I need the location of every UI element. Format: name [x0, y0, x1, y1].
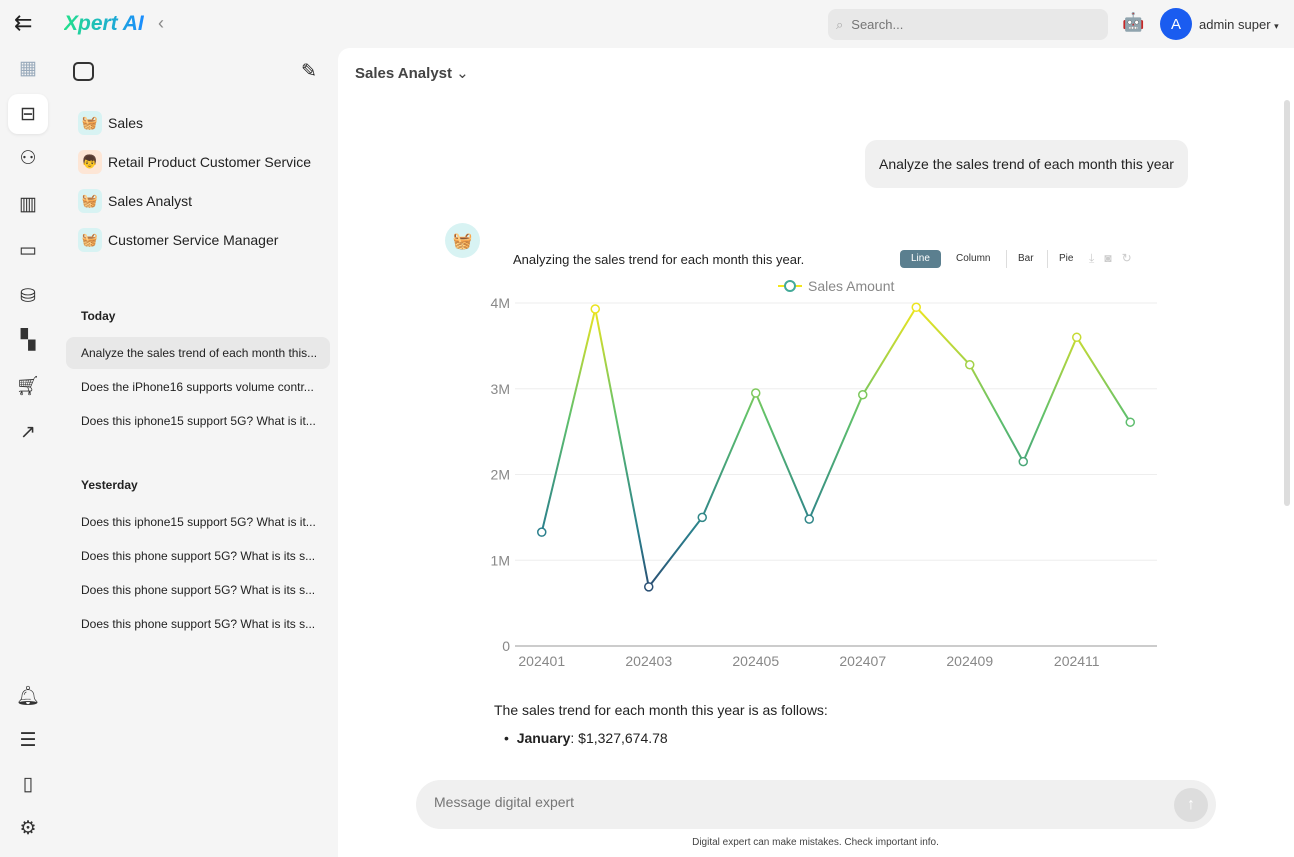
assistant-avatar: 🧺 [445, 223, 480, 258]
disclaimer: Digital expert can make mistakes. Check … [692, 837, 939, 848]
agent-label: Retail Product Customer Service [108, 154, 312, 170]
data-point[interactable] [965, 359, 975, 370]
app-logo: Xpert AI [64, 12, 144, 35]
data-point[interactable] [644, 582, 654, 592]
image-message-icon[interactable]: ▭ [19, 239, 37, 261]
legend-marker [784, 280, 796, 292]
data-point[interactable] [858, 390, 868, 400]
icon-rail: ▦ ⊟ ⚇ ▥ ▭ ⛁ ▚ 🛒︎ ↗ 🔔︎ ☰ ▯ ⚙ [0, 48, 56, 857]
data-point[interactable] [751, 388, 761, 398]
y-tick-label: 1M [491, 552, 510, 568]
agent-item[interactable]: 🧺 Customer Service Manager [78, 228, 278, 252]
data-point[interactable] [537, 527, 547, 537]
download-icon[interactable]: ⤓ [1089, 251, 1095, 265]
y-tick-label: 0 [502, 638, 510, 654]
data-point[interactable] [911, 302, 921, 313]
trend-icon[interactable]: ↗ [20, 421, 36, 443]
agent-item[interactable]: 🧺 Sales [78, 111, 143, 135]
agent-selector[interactable]: Sales Analyst ⌄ [355, 64, 469, 82]
series-line [540, 305, 1132, 590]
conversation-item[interactable]: Does the iPhone16 supports volume contr.… [81, 380, 314, 394]
x-tick-label: 202403 [625, 653, 672, 669]
conversation-item[interactable]: Does this iphone15 support 5G? What is i… [81, 414, 316, 428]
building-icon[interactable]: ▦ [19, 57, 37, 79]
y-tick-label: 4M [491, 295, 510, 311]
scrollbar[interactable] [1284, 100, 1290, 506]
message-input[interactable] [434, 794, 1134, 810]
chart-bar-icon[interactable]: ▥ [19, 193, 37, 215]
tab-line[interactable]: Line [900, 250, 941, 268]
assistant-intro: Analyzing the sales trend for each month… [513, 252, 805, 267]
tab-column[interactable]: Column [956, 253, 991, 264]
new-chat-icon[interactable]: ✎ [301, 61, 317, 82]
conversation-item[interactable]: Does this phone support 5G? What is its … [81, 617, 316, 631]
summary-text: The sales trend for each month this year… [494, 702, 828, 718]
data-point[interactable] [590, 304, 600, 314]
conversation-item[interactable]: Analyze the sales trend of each month th… [66, 337, 330, 369]
bullet-value: : $1,327,674.78 [570, 730, 668, 746]
x-tick-label: 202409 [946, 653, 993, 669]
bullet-month: January [516, 730, 571, 746]
camera-icon[interactable]: ◙ [1104, 251, 1112, 265]
x-tick-label: 202405 [732, 653, 779, 669]
x-tick-label: 202401 [518, 653, 565, 669]
user-name: admin super [1199, 17, 1271, 32]
data-point[interactable] [1018, 456, 1028, 467]
page-title: Sales Analyst [355, 65, 452, 82]
agent-avatar-icon: 👦 [78, 150, 102, 174]
sales-chart: 0 1M 2M 3M 4M 202401 202403 202405 202407 202409 2… [491, 278, 1157, 669]
data-point[interactable] [1125, 417, 1135, 427]
section-today: Today [81, 309, 116, 323]
avatar[interactable]: A [1160, 8, 1192, 40]
agent-avatar-icon: 🧺 [78, 111, 102, 135]
chevron-down-icon: ▾ [1274, 21, 1279, 31]
conversation-item[interactable]: Does this phone support 5G? What is its … [81, 583, 316, 597]
message-box[interactable]: ↑ [416, 780, 1216, 829]
robot-icon[interactable]: ⊟ [8, 94, 48, 134]
agent-label: Sales Analyst [108, 193, 193, 209]
cart-icon[interactable]: 🛒︎ [15, 376, 41, 397]
send-button[interactable]: ↑ [1174, 788, 1208, 822]
database-icon[interactable]: ⛁ [20, 285, 36, 307]
chevron-left-icon[interactable]: ‹ [158, 13, 164, 33]
tab-pie[interactable]: Pie [1047, 250, 1084, 268]
toggle-sidebar-icon[interactable] [73, 62, 94, 81]
legend-label[interactable]: Sales Amount [808, 278, 894, 294]
x-tick-label: 202411 [1054, 653, 1100, 669]
search-icon: ⌕ [836, 16, 844, 32]
dashboard-icon[interactable]: ▚ [20, 329, 36, 351]
agent-label: Customer Service Manager [108, 232, 279, 248]
search-input[interactable] [851, 17, 1082, 32]
bell-icon[interactable]: 🔔︎ [15, 686, 41, 707]
x-tick-label: 202407 [839, 653, 886, 669]
data-point[interactable] [1072, 332, 1082, 343]
data-point[interactable] [697, 512, 707, 523]
agent-label: Sales [108, 115, 144, 131]
agent-avatar-icon: 🧺 [78, 189, 102, 213]
robot-icon[interactable]: 🤖 [1122, 12, 1145, 32]
sliders-icon[interactable]: ☰ [19, 729, 37, 751]
search-box[interactable]: ⌕ [828, 9, 1108, 40]
agent-avatar-icon: 🧺 [78, 228, 102, 252]
conversation-item[interactable]: Does this iphone15 support 5G? What is i… [81, 515, 316, 529]
collapse-menu-icon[interactable]: ⇇ [14, 10, 33, 35]
remote-icon[interactable]: ▯ [22, 773, 34, 795]
gear-icon[interactable]: ⚙ [19, 817, 37, 839]
agent-item[interactable]: 👦 Retail Product Customer Service [78, 150, 311, 174]
y-tick-label: 3M [491, 381, 510, 397]
conversation-item[interactable]: Does this phone support 5G? What is its … [81, 549, 316, 563]
data-point[interactable] [804, 514, 814, 524]
section-yesterday: Yesterday [81, 478, 138, 492]
user-menu[interactable]: admin super ▾ [1199, 17, 1279, 32]
tab-bar[interactable]: Bar [1006, 250, 1045, 268]
chevron-down-icon: ⌄ [456, 65, 469, 82]
summary-bullet: • January: $1,327,674.78 [504, 730, 668, 746]
agent-item[interactable]: 🧺 Sales Analyst [78, 189, 192, 213]
refresh-icon[interactable]: ↻ [1121, 251, 1132, 265]
users-gear-icon[interactable]: ⚇ [19, 147, 37, 169]
user-message: Analyze the sales trend of each month th… [865, 140, 1188, 188]
y-tick-label: 2M [491, 467, 510, 483]
